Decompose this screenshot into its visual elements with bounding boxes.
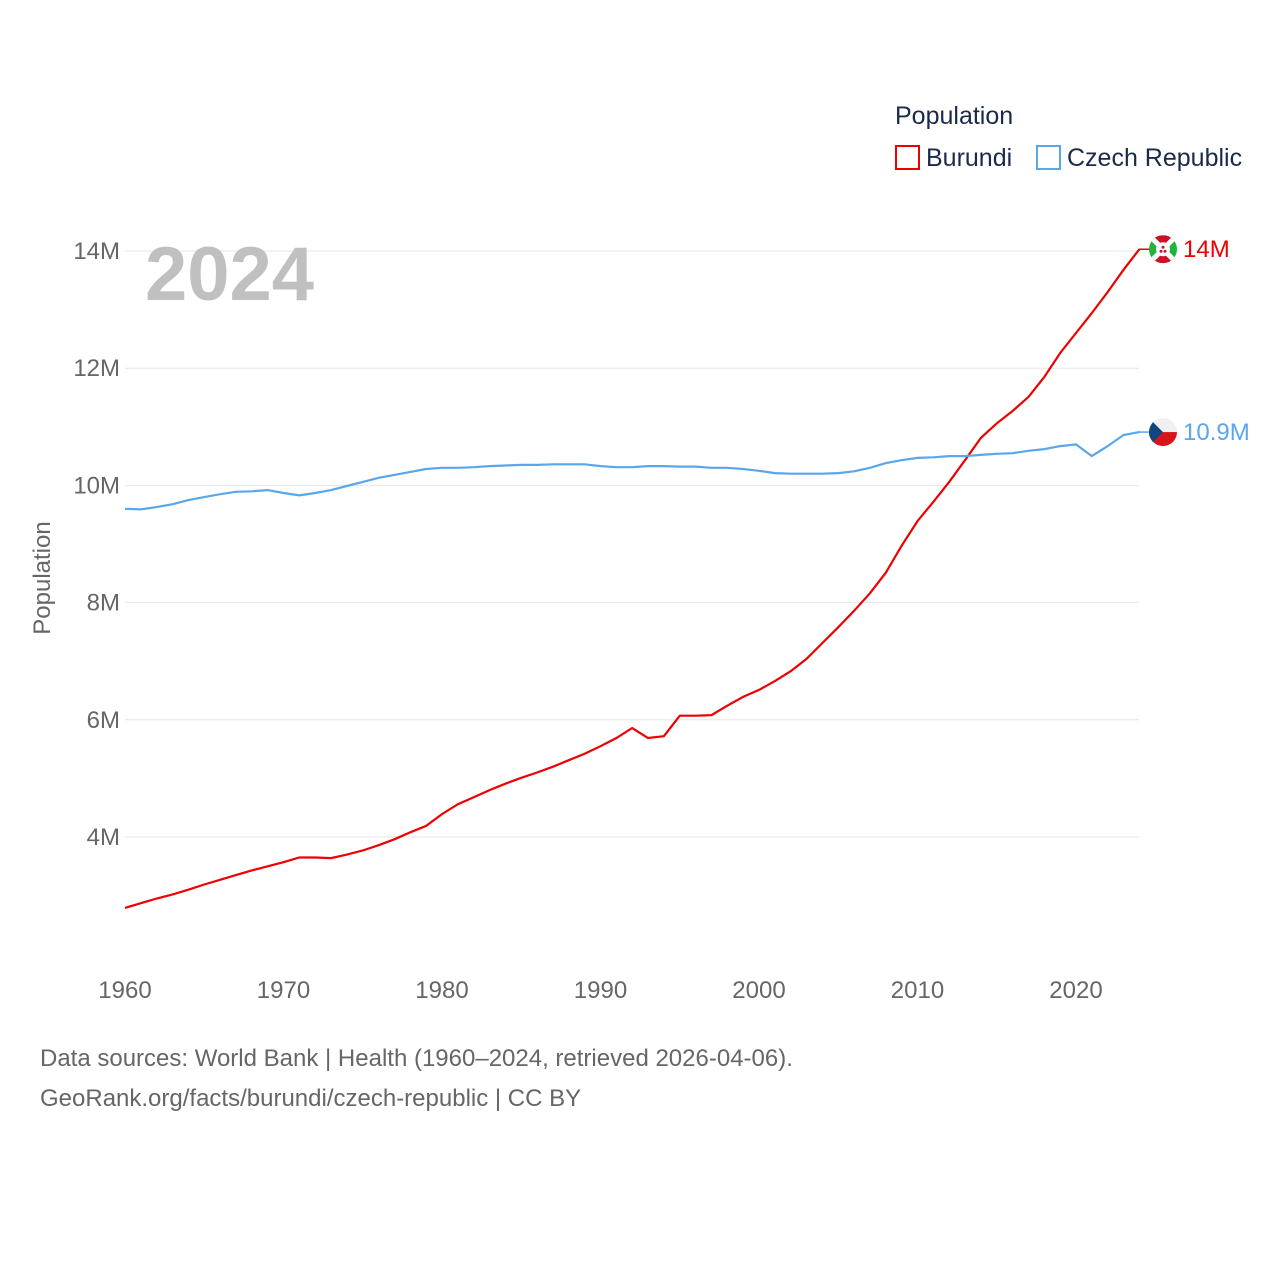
source-line-1: Data sources: World Bank | Health (1960–… [40, 1045, 793, 1072]
x-tick-label: 2020 [1049, 977, 1102, 1004]
y-tick-label: 6M [87, 707, 120, 734]
x-tick-label: 2010 [891, 977, 944, 1004]
x-tick-label: 1970 [257, 977, 310, 1004]
y-tick-label: 8M [87, 590, 120, 617]
legend-swatch-czech-republic [1036, 145, 1061, 170]
legend: Population Burundi Czech Republic [895, 102, 1242, 172]
y-tick-label: 12M [73, 355, 120, 382]
series-line-burundi [124, 248, 1141, 909]
legend-item-burundi[interactable]: Burundi [895, 144, 1012, 172]
flag-icon-burundi [1149, 235, 1177, 264]
flag-icon-czech-republic [1149, 418, 1177, 447]
legend-label-czech-republic: Czech Republic [1067, 144, 1242, 172]
x-tick-label: 1990 [574, 977, 627, 1004]
y-tick-label: 14M [73, 238, 120, 265]
legend-swatch-burundi [895, 145, 920, 170]
legend-title: Population [895, 102, 1013, 130]
x-tick-label: 1960 [98, 977, 151, 1004]
x-tick-label: 1980 [415, 977, 468, 1004]
year-watermark: 2024 [145, 232, 314, 317]
end-label-burundi: 14M [1183, 236, 1230, 263]
series-line-czech-republic [124, 431, 1140, 511]
y-tick-label: 10M [73, 472, 120, 499]
legend-item-czech-republic[interactable]: Czech Republic [1036, 144, 1242, 172]
y-tick-label: 4M [87, 824, 120, 851]
x-tick-label: 2000 [732, 977, 785, 1004]
end-label-czech-republic: 10.9M [1183, 419, 1250, 446]
source-line-2[interactable]: GeoRank.org/facts/burundi/czech-republic… [40, 1085, 582, 1112]
y-axis-label: Population [29, 521, 56, 634]
legend-label-burundi: Burundi [926, 144, 1012, 172]
